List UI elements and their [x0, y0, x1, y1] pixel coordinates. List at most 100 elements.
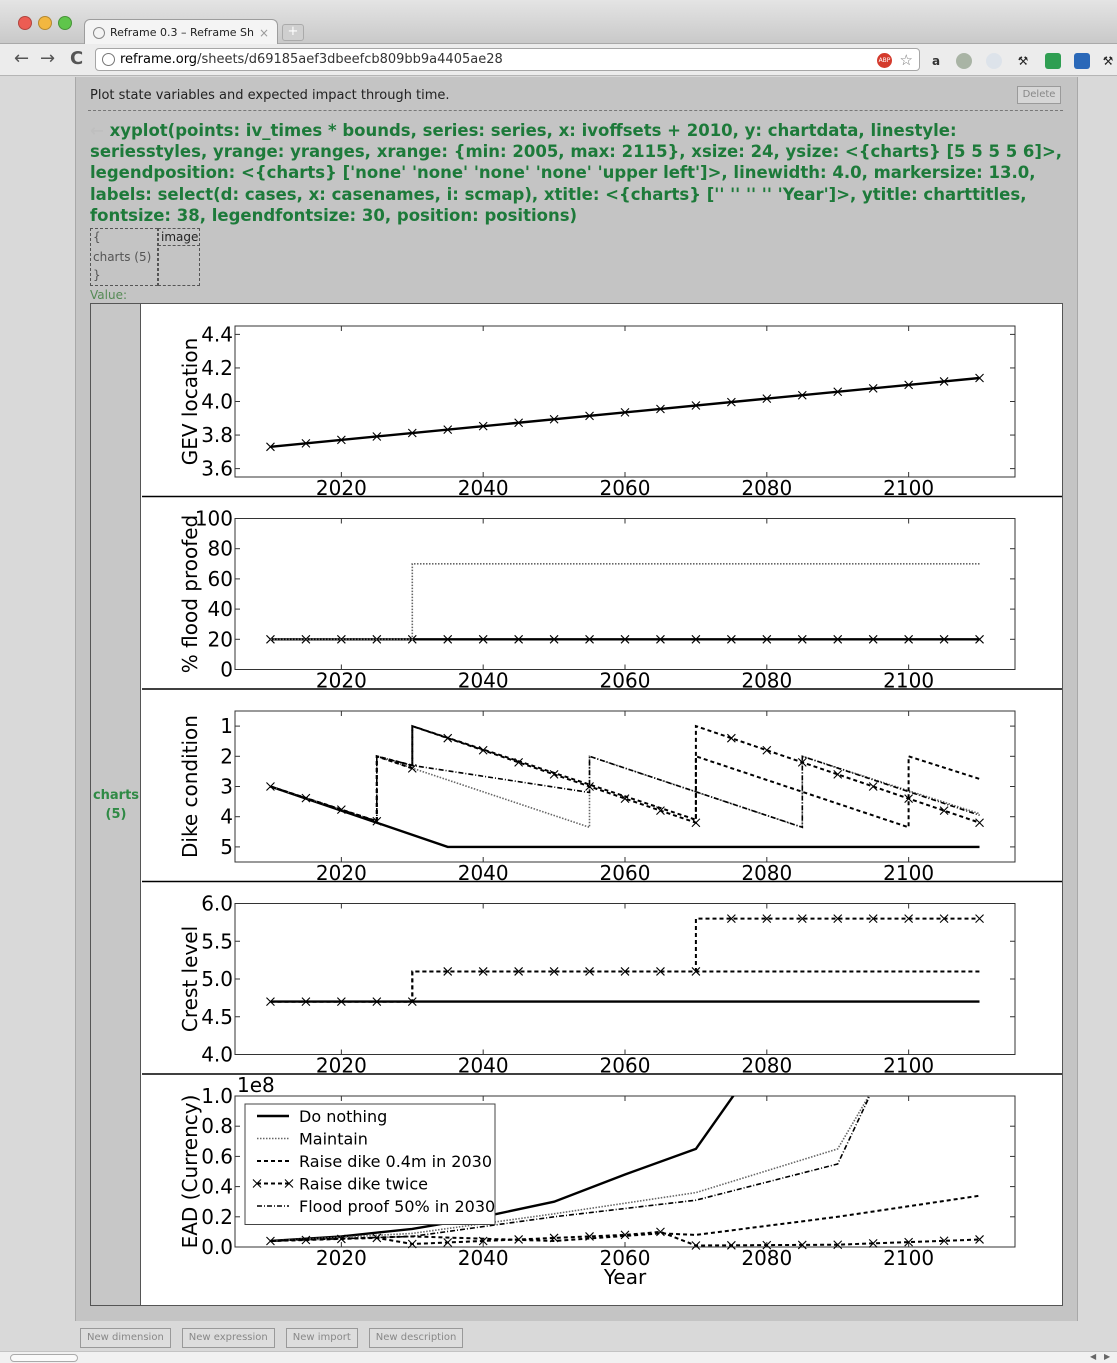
- new-tab-button[interactable]: +: [282, 24, 304, 41]
- data-point-marker: [726, 733, 736, 743]
- data-point-marker: [726, 1240, 736, 1250]
- data-point-marker: [762, 745, 772, 755]
- close-window-icon[interactable]: [18, 16, 32, 30]
- dimension-key-box[interactable]: { charts (5) }: [90, 228, 158, 286]
- adblock-icon[interactable]: ABP: [877, 53, 892, 68]
- window-extension-icon[interactable]: [1074, 53, 1090, 69]
- x-tick-label: 2020: [316, 1246, 367, 1270]
- data-point-marker: [407, 1239, 417, 1249]
- data-point-marker: [301, 634, 311, 644]
- data-point-marker: [620, 1230, 630, 1240]
- back-arrow-icon[interactable]: ←: [90, 121, 104, 140]
- cloud-extension-icon[interactable]: [986, 53, 1002, 69]
- tab-close-icon[interactable]: ×: [258, 25, 269, 40]
- data-point-marker: [939, 1236, 949, 1246]
- forward-arrow-icon[interactable]: →: [40, 48, 56, 69]
- back-arrow-icon[interactable]: ←: [14, 48, 30, 69]
- data-point-marker: [478, 421, 488, 431]
- delete-button[interactable]: Delete: [1017, 86, 1061, 104]
- new-import-button[interactable]: New import: [285, 1328, 358, 1348]
- new-description-button[interactable]: New description: [368, 1328, 464, 1348]
- data-point-marker: [797, 390, 807, 400]
- data-point-marker: [868, 634, 878, 644]
- legend-marker: [252, 1179, 262, 1188]
- data-point-marker: [301, 997, 311, 1007]
- scroll-right-icon[interactable]: ▶: [1104, 1352, 1111, 1361]
- data-point-marker: [975, 373, 984, 383]
- series-line: [270, 785, 980, 849]
- data-point-marker: [726, 914, 736, 923]
- data-point-marker: [939, 806, 949, 816]
- data-point-marker: [514, 418, 524, 428]
- y-axis-label: GEV location: [178, 338, 202, 466]
- data-point-marker: [443, 733, 453, 743]
- plot-frame: [234, 518, 1016, 670]
- data-point-marker: [266, 442, 275, 452]
- address-bar[interactable]: reframe.org/sheets/d69185aef3dbeefcb809b…: [95, 48, 920, 71]
- data-point-marker: [833, 1240, 843, 1250]
- zoom-window-icon[interactable]: [58, 16, 72, 30]
- data-point-marker: [478, 634, 488, 644]
- plot-frame: [234, 903, 1016, 1055]
- horizontal-scrollbar[interactable]: ◀ ▶: [0, 1351, 1117, 1363]
- settings-wrench-icon[interactable]: ⚒: [1102, 54, 1114, 68]
- map-value-type: image: [161, 230, 199, 244]
- data-point-marker: [762, 634, 772, 644]
- minimize-window-icon[interactable]: [38, 16, 52, 30]
- new-expression-button[interactable]: New expression: [181, 1328, 275, 1348]
- scrollbar-thumb[interactable]: [10, 1354, 78, 1362]
- charts-image: 3.6 3.8 4.0 4.2 4.4 2020 2040 2060 2080 2100 GEV l…: [142, 304, 1062, 1305]
- data-point-marker: [372, 1233, 382, 1243]
- data-point-marker: [975, 914, 984, 923]
- browser-tab[interactable]: Reframe 0.3 – Reframe Shee ×: [84, 19, 278, 45]
- y-tick-label: 5.0: [201, 967, 233, 991]
- data-point-marker: [975, 1235, 984, 1244]
- legend-box: [244, 1103, 496, 1225]
- dimension-map: { charts (5) } image: [90, 228, 201, 286]
- y-tick-label: 4.5: [201, 1005, 233, 1029]
- dimension-value-box[interactable]: image: [158, 228, 200, 286]
- sync-extension-icon[interactable]: [1045, 53, 1061, 69]
- reload-icon[interactable]: C: [70, 48, 84, 69]
- amazon-extension-icon[interactable]: a: [931, 54, 941, 68]
- data-point-marker: [833, 914, 843, 923]
- globe-icon: [93, 26, 105, 39]
- series-line: [270, 1096, 735, 1243]
- magnifier-extension-icon[interactable]: [956, 53, 972, 69]
- url-path: /sheets/d69185aef3dbeefcb809bb9a4405ae28: [197, 52, 503, 67]
- y-tick-label: 0.4: [201, 1175, 233, 1199]
- series-line: [270, 562, 980, 641]
- series-line: [270, 970, 980, 1003]
- data-point-marker: [868, 914, 878, 923]
- scroll-left-icon[interactable]: ◀: [1090, 1352, 1097, 1361]
- data-point-marker: [549, 634, 559, 644]
- value-key-count: (5): [105, 807, 127, 822]
- data-point-marker: [549, 967, 559, 976]
- series-line: [270, 1096, 870, 1242]
- y-tick-label: 0.0: [201, 1235, 233, 1259]
- bookmark-star-icon[interactable]: ☆: [899, 51, 913, 69]
- cell-description[interactable]: Plot state variables and expected impact…: [90, 88, 450, 103]
- data-point-marker: [514, 1235, 524, 1244]
- new-dimension-button[interactable]: New dimension: [80, 1328, 171, 1348]
- map-key: charts (5): [93, 250, 152, 264]
- data-point-marker: [726, 634, 736, 644]
- data-point-marker: [407, 763, 417, 773]
- data-point-marker: [656, 404, 665, 414]
- data-point-marker: [266, 782, 275, 791]
- x-axis-label: Year: [603, 1265, 647, 1289]
- y-tick-label: 4.0: [201, 1043, 233, 1067]
- wrench-icon[interactable]: ⚒: [1017, 54, 1029, 68]
- data-point-marker: [585, 411, 594, 421]
- y-tick-label: 4: [220, 805, 233, 829]
- series-line: [270, 1230, 980, 1247]
- cell-expression[interactable]: ← xyplot(points: iv_times * bounds, seri…: [90, 120, 1065, 226]
- data-point-marker: [939, 377, 949, 386]
- data-point-marker: [585, 634, 594, 644]
- y-tick-label: 0: [220, 658, 233, 682]
- value-key-name: charts: [92, 788, 140, 803]
- map-open-brace: {: [93, 230, 101, 244]
- data-point-marker: [478, 745, 488, 755]
- data-point-marker: [443, 1238, 453, 1247]
- data-point-marker: [833, 770, 843, 779]
